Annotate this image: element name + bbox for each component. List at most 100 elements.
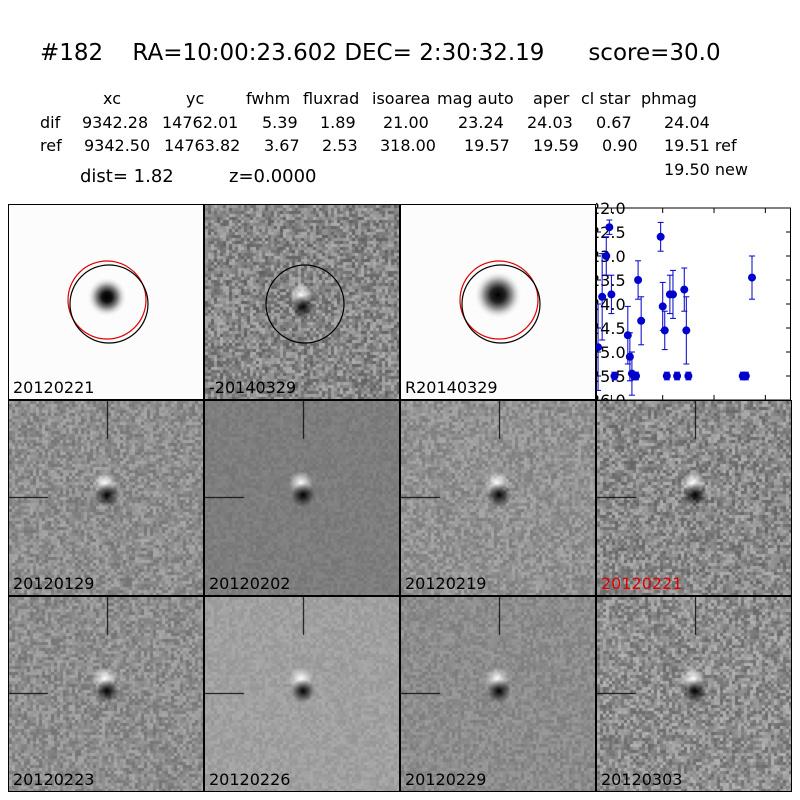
panel-label: 20120221 — [601, 574, 683, 593]
cutout-image — [597, 597, 791, 791]
aperture-circle — [265, 264, 345, 344]
y-tick-label: 24.5 — [596, 319, 626, 338]
table-cell: 14762.01 — [162, 113, 239, 132]
phmag-new: 19.50 new — [664, 160, 748, 179]
col-header-mag-auto: mag auto — [437, 89, 514, 108]
col-header-yc: yc — [186, 89, 205, 108]
page-title: #182 RA=10:00:23.602 DEC= 2:30:32.19 sco… — [40, 40, 721, 66]
panel-label: 20120226 — [209, 770, 291, 789]
table-cell: 0.90 — [602, 136, 638, 155]
table-cell: 19.51 ref — [664, 136, 737, 155]
data-point — [632, 372, 641, 380]
z-value: z=0.0000 — [229, 166, 317, 187]
light-curve-chart: 22.022.523.023.524.024.525.025.526.0−500… — [596, 202, 792, 402]
table-cell: 1.89 — [320, 113, 356, 132]
row-label-ref: ref — [40, 136, 62, 155]
table-cell: 0.67 — [596, 113, 632, 132]
col-header-phmag: phmag — [641, 89, 697, 108]
ra-value: RA=10:00:23.602 — [132, 40, 337, 66]
table-cell: 19.57 — [464, 136, 510, 155]
table-cell: 19.59 — [533, 136, 579, 155]
y-tick-label: 22.0 — [596, 202, 626, 218]
data-point — [625, 352, 634, 361]
table-cell: 9342.50 — [84, 136, 151, 155]
table-cell: 14763.82 — [164, 136, 241, 155]
data-point — [605, 223, 614, 232]
data-point — [634, 276, 643, 284]
cutout-panel: 20120226 — [204, 596, 400, 792]
panel-label: 20120221 — [13, 378, 95, 397]
table-cell: 318.00 — [380, 136, 436, 155]
cutout-panel: 20120229 — [400, 596, 596, 792]
ref2-image-panel: R20140329 — [400, 204, 596, 400]
col-header-xc: xc — [103, 89, 121, 108]
data-point — [637, 316, 646, 325]
col-header-fluxrad: fluxrad — [303, 89, 360, 108]
y-tick-label: 23.5 — [596, 271, 626, 290]
data-point — [607, 290, 616, 299]
panel-label: 20120223 — [13, 770, 95, 789]
panel-label: 20120202 — [209, 574, 291, 593]
cutout-panel: 20120221 — [596, 400, 792, 596]
table-cell: 9342.28 — [82, 113, 149, 132]
panel-label: -20140329 — [209, 378, 297, 397]
cutout-panel: 20120303 — [596, 596, 792, 792]
data-point — [748, 273, 756, 282]
data-point — [596, 343, 603, 352]
table-cell: 21.00 — [383, 113, 429, 132]
table-cell: 24.04 — [664, 113, 710, 132]
data-point — [656, 232, 665, 241]
y-tick-label: 26.0 — [596, 391, 626, 402]
ref-image — [9, 205, 203, 399]
diff-image-panel: -20140329 — [204, 204, 400, 400]
data-point — [680, 285, 689, 294]
data-point — [658, 302, 667, 311]
candidate-id: #182 — [40, 40, 104, 66]
diff-image — [205, 205, 399, 399]
score-value: score=30.0 — [588, 40, 721, 66]
data-point — [668, 290, 677, 299]
dist-value: dist= 1.82 — [80, 166, 174, 187]
cutout-image — [401, 597, 595, 791]
data-point — [741, 372, 750, 380]
cutout-image — [205, 597, 399, 791]
col-header-isoarea: isoarea — [372, 89, 431, 108]
data-point — [610, 372, 619, 380]
cutout-image — [205, 401, 399, 595]
data-point — [602, 252, 611, 260]
table-cell: 2.53 — [322, 136, 358, 155]
panel-label: 20120229 — [405, 770, 487, 789]
col-header-aper: aper — [533, 89, 570, 108]
data-point — [660, 326, 669, 335]
data-point — [598, 292, 607, 301]
table-cell: 24.03 — [527, 113, 573, 132]
panel-label: 20120129 — [13, 574, 95, 593]
chart-background — [596, 202, 792, 402]
dec-value: DEC= 2:30:32.19 — [344, 40, 545, 66]
cutout-panel: 20120219 — [400, 400, 596, 596]
data-point — [673, 372, 682, 380]
ref2-image — [401, 205, 595, 399]
col-header-cl-star: cl star — [581, 89, 631, 108]
data-point — [662, 372, 671, 380]
row-label-dif: dif — [40, 113, 61, 132]
y-tick-label: 23.0 — [596, 247, 626, 266]
col-header-fwhm: fwhm — [246, 89, 291, 108]
cutout-panel: 20120129 — [8, 400, 204, 596]
ref-image-panel: 20120221 — [8, 204, 204, 400]
panel-label: R20140329 — [405, 378, 498, 397]
y-tick-label: 25.0 — [596, 343, 626, 362]
cutout-image — [597, 401, 791, 595]
table-cell: 3.67 — [264, 136, 300, 155]
cutout-panel: 20120223 — [8, 596, 204, 792]
cutout-panel: 20120202 — [204, 400, 400, 596]
table-cell: 5.39 — [262, 113, 298, 132]
cutout-image — [9, 401, 203, 595]
cutout-image — [401, 401, 595, 595]
panel-label: 20120219 — [405, 574, 487, 593]
table-cell: 23.24 — [458, 113, 504, 132]
data-point — [684, 372, 693, 380]
panel-label: 20120303 — [601, 770, 683, 789]
data-point — [682, 326, 691, 335]
cutout-image — [9, 597, 203, 791]
